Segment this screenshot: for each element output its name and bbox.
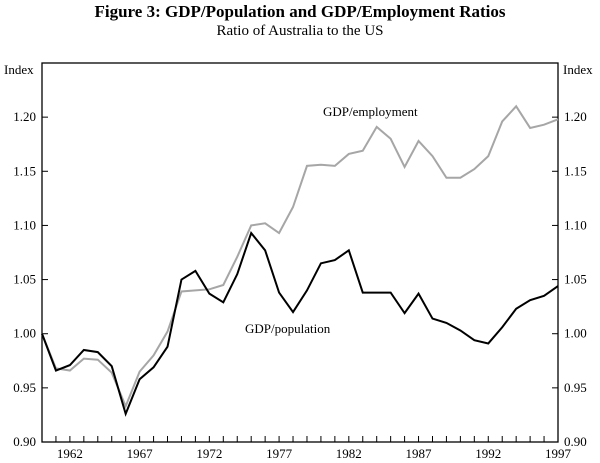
x-tick-label: 1972	[196, 446, 222, 461]
x-tick-label: 1977	[266, 446, 293, 461]
series-line-gdp-population	[41, 230, 559, 417]
plot-frame	[41, 62, 559, 443]
y-tick-label-left: 1.05	[13, 272, 36, 287]
y-tick-label-right: 1.00	[564, 326, 587, 341]
y-tick-label-right: 1.15	[564, 163, 587, 178]
series-label-gdp-population: GDP/population	[245, 321, 331, 336]
x-tick-label: 1992	[475, 446, 501, 461]
x-tick-label: 1967	[127, 446, 154, 461]
y-tick-label-left: 1.00	[13, 326, 36, 341]
y-tick-label-left: 0.90	[13, 434, 36, 449]
y-axis-label-right: Index	[563, 62, 593, 77]
y-tick-label-left: 0.95	[13, 380, 36, 395]
x-tick-label: 1987	[406, 446, 433, 461]
y-tick-label-right: 1.05	[564, 272, 587, 287]
series-label-gdp-employment: GDP/employment	[323, 104, 418, 119]
y-tick-label-right: 0.95	[564, 380, 587, 395]
y-tick-label-right: 1.10	[564, 217, 587, 232]
y-tick-label-left: 1.10	[13, 217, 36, 232]
y-tick-label-left: 1.15	[13, 163, 36, 178]
y-axis-label-left: Index	[4, 62, 34, 77]
x-tick-label: 1982	[336, 446, 362, 461]
y-tick-label-left: 1.20	[13, 109, 36, 124]
series-line-gdp-employment	[41, 104, 559, 409]
y-tick-label-right: 1.20	[564, 109, 587, 124]
x-tick-label: 1962	[57, 446, 83, 461]
x-tick-label: 1997	[545, 446, 572, 461]
chart-title: Figure 3: GDP/Population and GDP/Employm…	[94, 2, 506, 21]
chart-subtitle: Ratio of Australia to the US	[216, 23, 384, 39]
y-tick-label-right: 0.90	[564, 434, 587, 449]
